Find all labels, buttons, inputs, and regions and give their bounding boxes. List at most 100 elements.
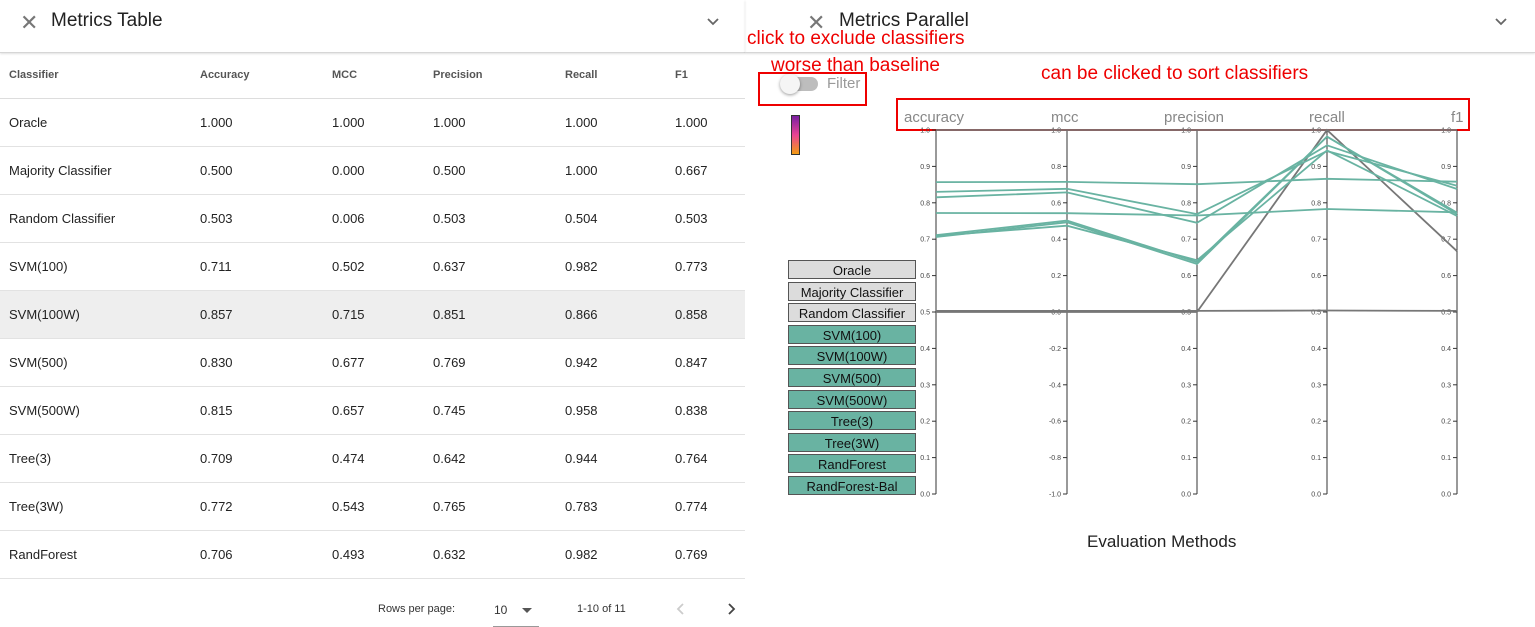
axis-tick-label: 0.7 [1311,237,1321,244]
axis-tick-label: 0.7 [1181,237,1191,244]
axis-tick-label: 0.2 [1311,419,1321,426]
legend-item[interactable]: SVM(500) [788,368,916,387]
table-cell: 1.000 [675,98,745,147]
table-row[interactable]: SVM(500W) 0.815 0.657 0.745 0.958 0.838 [0,386,745,435]
legend-item[interactable]: Random Classifier [788,303,916,323]
toggle-thumb [780,74,800,94]
column-header-accuracy[interactable]: Accuracy [200,52,332,99]
axis-tick-label: 0.8 [1311,200,1321,207]
legend-item[interactable]: Tree(3W) [788,432,916,452]
chevron-down-icon[interactable] [705,14,721,30]
axis-tick-label: 0.8 [920,200,930,207]
axis-tick-label: 0.3 [1441,382,1451,389]
axis-tick-label: 0.2 [920,419,930,426]
legend-item[interactable]: RandForest [788,454,916,474]
column-header-recall[interactable]: Recall [565,52,675,99]
series-line[interactable] [936,128,1458,313]
table-cell: Tree(3) [0,434,200,483]
axis-label-mcc[interactable]: mcc [1051,109,1079,126]
close-icon[interactable]: ✕ [20,10,39,35]
table-row[interactable]: Majority Classifier 0.500 0.000 0.500 1.000 0… [0,146,745,195]
table-row[interactable]: Tree(3W) 0.772 0.543 0.765 0.783 0.774 [0,482,745,531]
series-line[interactable] [935,149,1458,262]
column-header-f1[interactable]: F1 [675,52,745,99]
axis-tick-label: 0.4 [1441,346,1451,353]
series-line[interactable] [935,144,1458,224]
table-cell: Majority Classifier [0,146,200,195]
rows-per-page-select[interactable]: 10 [493,594,539,627]
axis-tick-label: 0.7 [920,237,930,244]
table-cell: 0.504 [565,194,675,243]
axis-label-recall[interactable]: recall [1309,109,1345,126]
table-cell: 0.503 [675,194,745,243]
annotation-exclude-line2: worse than baseline [771,55,940,76]
legend-item[interactable]: SVM(100W) [788,346,916,366]
table-cell: 0.000 [332,146,433,195]
axis-tick-label: 0.1 [920,455,930,462]
table-cell: Tree(3W) [0,482,200,531]
column-header-mcc[interactable]: MCC [332,52,433,99]
axis-label-precision[interactable]: precision [1164,109,1225,126]
axis-tick-label: 0.2 [1181,419,1191,426]
chevron-right-icon[interactable] [724,602,738,616]
axis-tick-label: -0.8 [1049,455,1061,462]
legend-item[interactable]: RandForest-Bal [788,476,916,495]
table-cell: 0.838 [675,386,745,435]
table-cell: 0.642 [433,434,565,483]
filter-toggle[interactable] [780,74,818,94]
table-cell: 0.764 [675,434,745,483]
table-cell: 0.503 [433,194,565,243]
table-cell: 0.783 [565,482,675,531]
filter-label: Filter [827,75,861,92]
table-row[interactable]: SVM(100W) 0.857 0.715 0.851 0.866 0.858 [0,290,745,339]
axis-tick-label: 0.1 [1311,455,1321,462]
axis-tick-label: 0.4 [920,346,930,353]
table-row[interactable]: SVM(500) 0.830 0.677 0.769 0.942 0.847 [0,338,745,387]
column-header-precision[interactable]: Precision [433,52,565,99]
table-cell: 0.543 [332,482,433,531]
table-header-row: Classifier Accuracy MCC Precision Recall F1 [0,52,745,99]
table-row[interactable]: Tree(3) 0.709 0.474 0.642 0.944 0.764 [0,434,745,483]
axis-tick-label: 0.6 [1441,273,1451,280]
table-cell: 0.503 [200,194,332,243]
table-cell: 0.944 [565,434,675,483]
axis-tick-label: 0.0 [1311,492,1321,499]
table-row[interactable]: RandForest 0.706 0.493 0.632 0.982 0.769 [0,530,745,579]
series-line[interactable] [935,208,1458,217]
table-pagination: Rows per page: 10 1-10 of 11 [0,590,745,627]
chevron-down-icon[interactable] [1493,14,1509,30]
table-cell: 0.857 [200,290,332,339]
axis-tick-label: 0.6 [1051,200,1061,207]
x-axis-label: Evaluation Methods [1087,532,1237,551]
rows-per-page-label: Rows per page: [378,603,456,615]
table-cell: 1.000 [565,98,675,147]
table-row[interactable]: Oracle 1.000 1.000 1.000 1.000 1.000 [0,98,745,147]
chevron-left-icon[interactable] [674,602,688,616]
series-line[interactable] [935,177,1458,186]
axis-tick-label: 0.4 [1311,346,1321,353]
axis-label-f1[interactable]: f1 [1451,109,1464,126]
table-cell: 0.769 [433,338,565,387]
legend-item[interactable]: Tree(3) [788,411,916,431]
table-cell: 0.774 [675,482,745,531]
filter-highlight-box [758,72,867,106]
table-cell: Oracle [0,98,200,147]
legend-item[interactable]: SVM(500W) [788,389,916,409]
legend-item[interactable]: Oracle [788,260,916,279]
table-cell: 0.637 [433,242,565,291]
table-cell: 0.006 [332,194,433,243]
legend-item[interactable]: Majority Classifier [788,281,916,301]
table-cell: 0.715 [332,290,433,339]
axis-tick-label: 1.0 [1051,128,1061,135]
table-cell: 0.942 [565,338,675,387]
axis-label-accuracy[interactable]: accuracy [904,109,965,126]
series-line[interactable] [935,135,1458,266]
table-cell: 0.982 [565,530,675,579]
close-icon[interactable]: ✕ [807,10,826,35]
table-cell: SVM(500W) [0,386,200,435]
legend-item[interactable]: SVM(100) [788,324,916,344]
column-header-classifier[interactable]: Classifier [0,52,200,99]
table-row[interactable]: SVM(100) 0.711 0.502 0.637 0.982 0.773 [0,242,745,291]
table-row[interactable]: Random Classifier 0.503 0.006 0.503 0.504 0.5… [0,194,745,243]
annotation-sort: can be clicked to sort classifiers [1041,63,1309,84]
